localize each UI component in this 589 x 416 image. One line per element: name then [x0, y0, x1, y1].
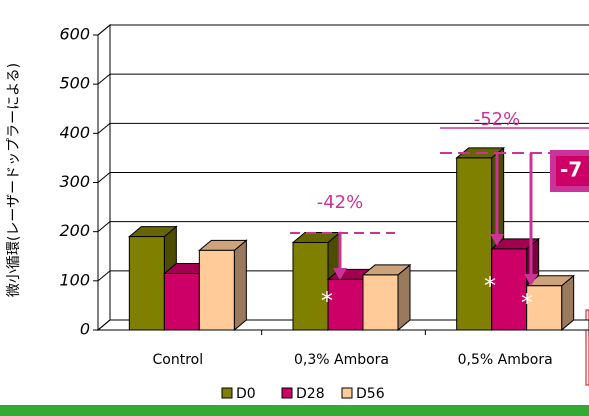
x-tick-label: 0,5% Ambora — [458, 352, 553, 368]
arrow-head — [524, 274, 538, 286]
bar — [327, 278, 364, 331]
y-tick-label: 600 — [59, 25, 90, 44]
arrow-head — [333, 268, 347, 280]
annotation: * — [484, 272, 496, 300]
grid-line — [97, 319, 111, 331]
x-tick-label: 0,3% Ambora — [294, 352, 389, 368]
y-tick-label: 300 — [59, 172, 90, 191]
grid-line — [97, 24, 111, 36]
y-tick-label: 200 — [59, 221, 90, 240]
bar — [198, 249, 235, 331]
y-tick-label: 100 — [59, 270, 90, 289]
grid-line — [97, 172, 111, 183]
legend-swatch — [341, 387, 353, 399]
legend-label: D0 — [236, 386, 256, 402]
legend-swatch — [221, 387, 233, 399]
bar — [526, 285, 563, 331]
arrow-head — [490, 234, 504, 246]
callout-inner — [556, 156, 589, 186]
footer-bar — [0, 405, 589, 416]
y-tick-label: 500 — [59, 74, 90, 93]
annotation: -42% — [317, 192, 364, 213]
grid-line — [97, 270, 111, 282]
y-tick-label: 0 — [80, 320, 90, 339]
grid-line — [97, 221, 111, 233]
y-axis-label: 微小循環(レーザードップラーによる) — [6, 63, 22, 297]
bar — [491, 248, 528, 331]
bar — [128, 236, 165, 331]
annotation: * — [321, 287, 333, 315]
annotation: -52% — [474, 109, 521, 130]
bar-side — [397, 263, 411, 332]
legend-label: D56 — [356, 386, 385, 402]
grid-line — [97, 122, 111, 134]
cut-box — [585, 309, 589, 386]
bar — [456, 157, 493, 331]
y-tick-label: 400 — [59, 123, 90, 142]
grid-line — [97, 73, 111, 85]
legend-label: D28 — [296, 386, 325, 402]
bar — [362, 274, 399, 331]
annotation: -7 — [560, 158, 582, 182]
bar — [163, 272, 200, 331]
x-tick-label: Control — [153, 352, 204, 368]
legend-swatch — [281, 387, 293, 399]
annotation: * — [521, 289, 533, 317]
bar-side — [233, 239, 247, 332]
